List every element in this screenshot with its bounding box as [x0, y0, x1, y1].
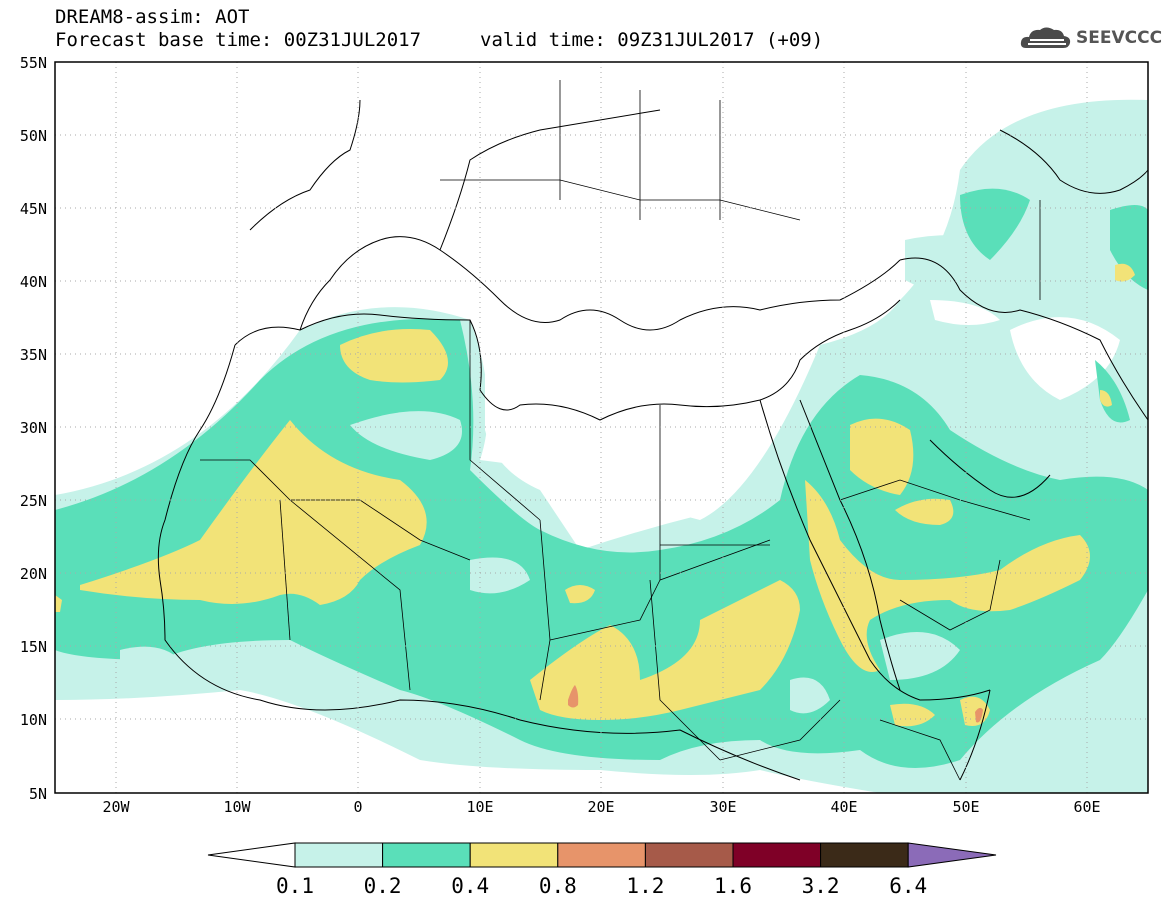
colorbar-tick-label: 0.4 — [451, 874, 489, 898]
lon-axis: 20W 10W 0 10E 20E 30E 40E 50E 60E — [102, 798, 1100, 816]
lon-label: 0 — [353, 798, 362, 816]
coastlines — [157, 99, 1148, 781]
lat-label: 10N — [20, 711, 47, 729]
map-title: DREAM8-assim: AOT — [55, 6, 250, 28]
aot-field — [55, 99, 1148, 793]
lat-label: 45N — [20, 200, 47, 218]
map-frame — [54, 61, 1149, 794]
lat-label: 5N — [29, 785, 47, 803]
lat-label: 30N — [20, 419, 47, 437]
colorbar-tick-label: 0.8 — [539, 874, 577, 898]
colorbar-tick-label: 6.4 — [889, 874, 927, 898]
colorbar-cell — [644, 842, 734, 868]
lat-label: 15N — [20, 638, 47, 656]
lat-label: 20N — [20, 565, 47, 583]
lon-label: 60E — [1073, 798, 1100, 816]
colorbar-tick-label: 1.6 — [714, 874, 752, 898]
lat-axis: 55N 50N 45N 40N 35N 30N 25N 20N 15N 10N … — [20, 54, 47, 803]
colorbar-cell — [732, 842, 822, 868]
forecast-base-time: Forecast base time: 00Z31JUL2017 — [55, 29, 422, 51]
lat-label: 50N — [20, 127, 47, 145]
colorbar-tick-label: 3.2 — [802, 874, 840, 898]
lat-label: 25N — [20, 492, 47, 510]
lon-label: 40E — [830, 798, 857, 816]
lon-label: 20W — [102, 798, 130, 816]
colorbar-cell — [820, 842, 909, 868]
lat-label: 40N — [20, 273, 47, 291]
aot-region-orange — [568, 685, 579, 708]
colorbar-tick-label: 0.1 — [276, 874, 314, 898]
lon-label: 50E — [952, 798, 979, 816]
valid-time: valid time: 09Z31JUL2017 (+09) — [480, 29, 824, 51]
colorbar-tick-label: 0.2 — [364, 874, 402, 898]
colorbar-cell — [382, 842, 471, 868]
lon-label: 10E — [466, 798, 493, 816]
colorbar-cell — [557, 842, 646, 868]
lon-label: 30E — [709, 798, 736, 816]
colorbar-tick-label: 1.2 — [626, 874, 664, 898]
lat-label: 55N — [20, 54, 47, 72]
colorbar-cell — [469, 842, 559, 868]
colorbar-right-arrow — [907, 842, 997, 868]
seevccc-logo: SEEVCCC — [1018, 22, 1162, 56]
lon-label: 10W — [223, 798, 251, 816]
cloud-logo-icon — [1020, 27, 1071, 48]
lat-label: 35N — [20, 346, 47, 364]
aot-region-yellow — [80, 420, 427, 605]
logo-text: SEEVCCC — [1076, 28, 1163, 48]
lon-label: 20E — [587, 798, 614, 816]
colorbar-cell — [294, 842, 384, 868]
colorbar-left-arrow — [207, 842, 296, 868]
map-grid — [55, 62, 1148, 793]
